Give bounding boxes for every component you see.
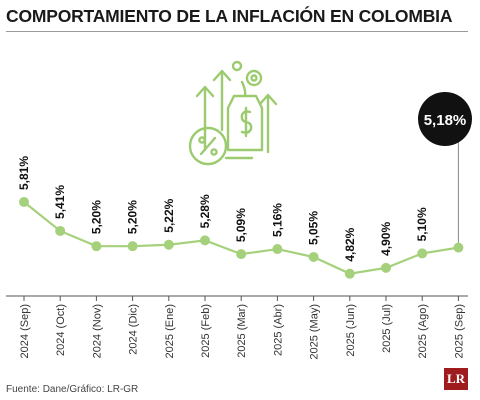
x-tick-label: 2025 (Mar) (236, 304, 248, 358)
logo-text: LR (446, 371, 466, 386)
data-point (127, 241, 138, 252)
chart-title: COMPORTAMIENTO DE LA INFLACIÓN EN COLOMB… (6, 6, 453, 26)
x-tick-label: 2025 (Feb) (200, 304, 212, 358)
data-point (19, 197, 29, 207)
data-label: 5,41% (53, 185, 67, 219)
x-tick-label: 2024 (Dic) (128, 304, 140, 355)
data-label: 5,28% (198, 194, 212, 228)
data-label: 5,22% (162, 198, 176, 232)
data-point (417, 248, 428, 259)
x-tick-label: 2025 (May) (309, 304, 321, 360)
x-tick-label: 2025 (Ago) (417, 304, 429, 358)
publisher-logo: LR (444, 368, 468, 390)
data-point (308, 252, 319, 263)
data-label: 5,16% (270, 203, 284, 237)
data-label: 5,05% (307, 211, 321, 245)
callout-bubble (418, 92, 472, 146)
x-axis: 2024 (Sep) 2024 (Oct) 2024 (Nov) 2024 (Dic)… (6, 295, 468, 360)
source-note: Fuente: Dane/Gráfico: LR-GR (6, 384, 139, 395)
data-label: 4,82% (343, 227, 357, 261)
data-point (163, 239, 174, 250)
data-point (200, 235, 210, 246)
x-tick-label: 2024 (Oct) (55, 304, 67, 356)
data-label: 5,10% (415, 207, 429, 241)
data-label-highlight: 5,18% (424, 112, 467, 129)
data-label: 5,20% (89, 200, 103, 234)
data-label: 5,20% (126, 200, 140, 234)
data-point (344, 268, 355, 279)
finance-growth-icon (188, 60, 278, 166)
data-point (272, 244, 283, 255)
data-point (91, 241, 102, 252)
x-tick-label: 2024 (Sep) (19, 304, 31, 358)
inflation-series: 5,81% 5,41% 5,20% 5,20% 5,22% 5,28% 5,09% 5,16%… (17, 92, 472, 279)
data-label: 5,81% (17, 156, 31, 190)
x-tick-label: 2025 (Jul) (381, 304, 393, 353)
data-label: 4,90% (379, 222, 393, 256)
data-point (236, 249, 247, 260)
x-tick-label: 2025 (Ene) (164, 304, 176, 358)
x-tick-label: 2024 (Nov) (91, 304, 103, 358)
data-point (55, 225, 66, 236)
data-point (453, 242, 464, 253)
x-tick-label: 2025 (Abr) (272, 304, 284, 356)
data-point (381, 262, 391, 273)
title-divider (6, 31, 468, 32)
data-label: 5,09% (234, 208, 248, 242)
x-tick-label: 2025 (Sep) (453, 304, 465, 358)
x-tick-label: 2025 (Jun) (345, 304, 357, 357)
